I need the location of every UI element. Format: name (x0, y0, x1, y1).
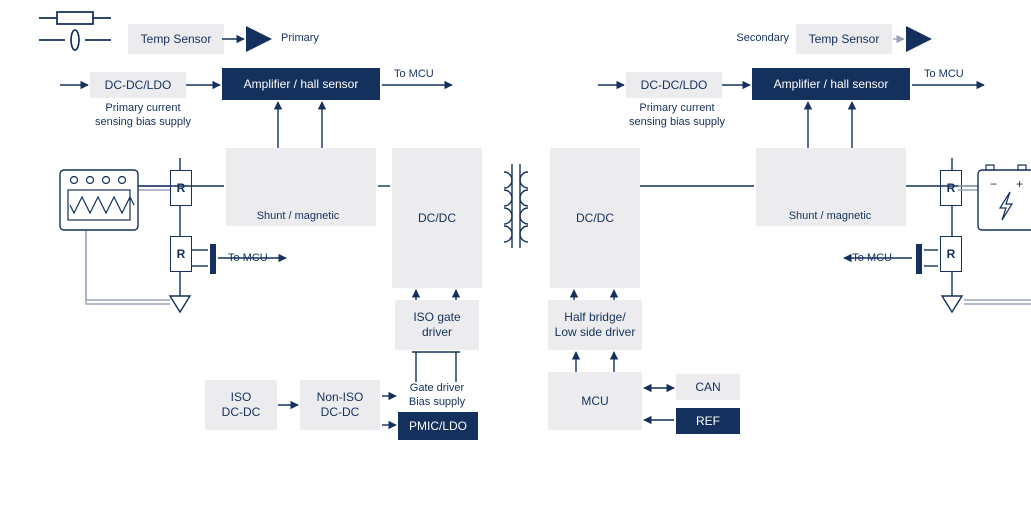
shunt_label_R: Shunt / magnetic (770, 210, 890, 224)
dcdc_L: DC/DC (392, 148, 482, 288)
ref: REF (676, 408, 740, 434)
to_mcu_L2: To MCU (228, 252, 280, 268)
temp_sensor_R: Temp Sensor (796, 24, 892, 54)
mcu: MCU (548, 372, 642, 430)
can: CAN (676, 374, 740, 400)
to_mcu_L1: To MCU (394, 68, 446, 84)
amp_hall_L: Amplifier / hall sensor (222, 68, 380, 100)
shunt_label_L: Shunt / magnetic (238, 210, 358, 224)
r_box_R2: R (940, 236, 962, 272)
dcdc_ldo_R: DC-DC/LDO (626, 72, 722, 98)
to_mcu_R2: To MCU (832, 252, 892, 268)
dcdc_R: DC/DC (550, 148, 640, 288)
r_box_L2: R (170, 236, 192, 272)
bias_label_L: Primary current sensing bias supply (78, 102, 208, 132)
bias_label_R: Primary current sensing bias supply (612, 102, 742, 132)
primary_label: Primary (281, 32, 351, 48)
half_bridge: Half bridge/ Low side driver (548, 300, 642, 350)
primary_tri (246, 26, 272, 52)
non_iso_dcdc: Non-ISO DC-DC (300, 380, 380, 430)
r_box_R1: R (940, 170, 962, 206)
to_mcu_R1: To MCU (924, 68, 976, 84)
iso_dcdc: ISO DC-DC (205, 380, 277, 430)
sense_bar_R (916, 244, 922, 274)
pmic_ldo: PMIC/LDO (398, 412, 478, 440)
gate_bias_label: Gate driver Bias supply (397, 382, 477, 412)
temp_sensor_L: Temp Sensor (128, 24, 224, 54)
r_box_L1: R (170, 170, 192, 206)
iso_gate: ISO gate driver (395, 300, 479, 350)
secondary_label: Secondary (717, 32, 789, 48)
secondary_tri (906, 26, 932, 52)
sense_bar_L (210, 244, 216, 274)
dcdc_ldo_L: DC-DC/LDO (90, 72, 186, 98)
amp_hall_R: Amplifier / hall sensor (752, 68, 910, 100)
